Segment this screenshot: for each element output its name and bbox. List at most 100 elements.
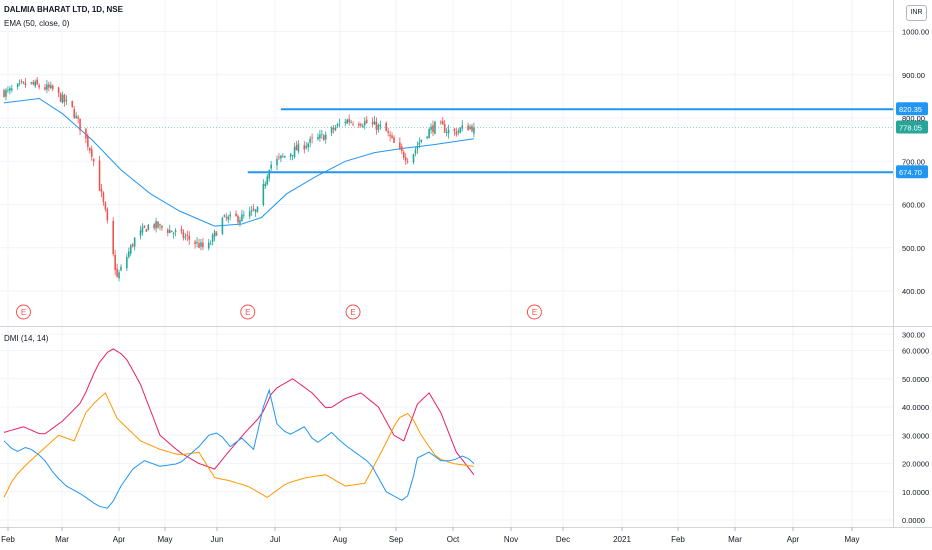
candle-body	[375, 121, 378, 130]
ema-legend[interactable]: EMA (50, close, 0)	[4, 19, 70, 28]
earnings-marker[interactable]	[240, 304, 256, 320]
candle-body	[399, 142, 401, 149]
candle-body	[34, 81, 36, 87]
candle-body	[168, 229, 171, 234]
candle-body	[268, 169, 270, 179]
candle-body	[469, 126, 471, 130]
candle-body	[227, 216, 230, 220]
price-tick-label: 600.00	[902, 201, 925, 210]
candle-body	[98, 160, 101, 191]
time-label: Oct	[447, 535, 460, 544]
candle-body	[5, 89, 7, 97]
candle-body	[414, 149, 417, 154]
candle-body	[289, 153, 292, 157]
time-label: Feb	[1, 535, 15, 544]
candle-body	[401, 146, 403, 151]
candle-body	[319, 134, 321, 139]
horizontal-levels[interactable]: 820.35 674.70 778.05	[0, 102, 928, 179]
candle-body	[100, 189, 103, 193]
candle-body	[241, 214, 243, 222]
candle-body	[430, 126, 432, 130]
candle-body	[254, 209, 257, 212]
candle-body	[266, 176, 269, 185]
candle-body	[32, 82, 35, 85]
candle-body	[18, 82, 21, 84]
time-label: Jun	[211, 535, 224, 544]
candle-body	[213, 231, 216, 237]
ema-line	[3, 97, 474, 227]
candle-body	[145, 229, 148, 232]
earnings-marker[interactable]	[345, 304, 361, 320]
dmi-line-di	[3, 388, 475, 509]
candle-body	[184, 236, 187, 238]
candle-body	[161, 225, 163, 228]
candle-body	[36, 79, 38, 85]
candle-body	[159, 224, 161, 226]
candle-body	[441, 121, 444, 125]
symbol-title[interactable]: DALMIA BHARAT LTD, 1D, NSE	[4, 5, 123, 14]
candle-body	[420, 139, 423, 142]
dmi-tick-label: 50.0000	[902, 375, 929, 384]
candle-body	[200, 242, 202, 247]
candle-body	[293, 146, 296, 158]
candle-body	[348, 119, 350, 123]
candle-body	[393, 137, 395, 144]
currency-badge[interactable]: INR	[906, 5, 927, 21]
candle-body	[447, 129, 450, 134]
candle-body	[426, 136, 428, 139]
candle-body	[106, 209, 109, 221]
level-label-box	[896, 102, 928, 116]
dmi-legend[interactable]: DMI (14, 14)	[4, 334, 49, 343]
earnings-marker[interactable]	[526, 304, 542, 320]
candle-body	[85, 128, 87, 139]
candle-body	[92, 158, 95, 162]
earnings-marker[interactable]	[16, 304, 31, 320]
candle-body	[180, 229, 183, 232]
time-label: Mar	[55, 535, 69, 544]
candle-body	[211, 234, 214, 242]
candle-body	[391, 135, 393, 138]
ema-layer	[3, 97, 474, 227]
candle-body	[20, 81, 23, 83]
last-price-box[interactable]	[896, 120, 928, 134]
candle-body	[358, 123, 360, 126]
candle-body	[9, 88, 11, 91]
candle-body	[297, 143, 300, 152]
candle-body	[237, 215, 239, 223]
candle-body	[321, 134, 323, 135]
candle-body	[330, 127, 333, 134]
candle-body	[167, 229, 169, 233]
candle-body	[250, 210, 253, 212]
candle-body	[473, 127, 475, 134]
candle-body	[455, 131, 458, 135]
candle-body	[120, 266, 122, 271]
candle-body	[239, 220, 241, 224]
candle-body	[174, 230, 177, 232]
candle-body	[50, 85, 52, 89]
candle-body	[311, 137, 313, 139]
price-tick-label: 300.00	[902, 330, 925, 339]
candle-body	[323, 135, 325, 141]
candle-body	[276, 158, 278, 166]
candle-body	[270, 164, 272, 169]
candle-body	[186, 235, 189, 237]
candle-body	[128, 251, 130, 257]
candle-body	[373, 121, 376, 125]
candle-body	[63, 94, 66, 102]
candle-body	[432, 125, 434, 133]
dmi-tick-label: 0.0000	[902, 516, 925, 525]
time-label: Apr	[787, 535, 800, 544]
dmi-line-di	[3, 392, 474, 498]
earnings-label: E	[21, 308, 26, 317]
candle-body	[202, 242, 204, 248]
candle-body	[467, 125, 469, 131]
candle-body	[170, 230, 173, 233]
price-tick-label: 400.00	[902, 287, 925, 296]
candle-body	[434, 121, 436, 135]
candle-body	[264, 183, 267, 187]
candle-body	[334, 127, 337, 131]
level-label: 820.35	[899, 105, 922, 114]
